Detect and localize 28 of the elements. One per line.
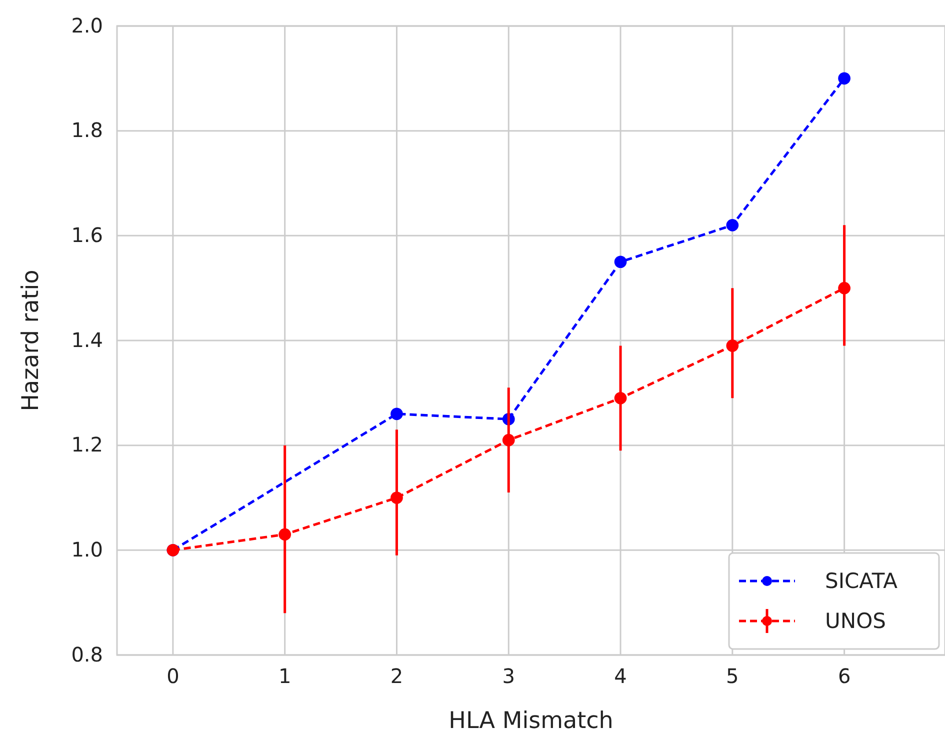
x-tick-label: 0 [166,664,180,688]
legend-label: SICATA [825,569,898,593]
y-tick-label: 1.8 [71,118,103,142]
point [726,219,739,232]
point [502,434,515,446]
x-tick-label: 3 [502,664,515,688]
y-tick-label: 1.0 [71,538,103,562]
x-tick-label: 4 [614,664,627,688]
point [614,392,627,404]
x-tick-label: 2 [390,664,404,688]
x-tick-label: 6 [838,664,851,688]
y-tick-label: 2.0 [71,13,103,38]
x-axis-title: HLA Mismatch [448,708,614,734]
point [726,340,739,352]
point [838,72,850,85]
point [390,408,403,420]
point [278,528,292,541]
legend-label: UNOS [825,609,886,633]
point [614,256,627,268]
y-tick-label: 1.6 [71,223,103,248]
x-tick-label: 5 [726,664,739,688]
y-tick-label: 1.2 [71,432,103,457]
point [838,282,850,294]
y-tick-label: 0.8 [71,642,103,666]
y-axis-title: Hazard ratio [18,270,44,412]
y-tick-label: 1.4 [71,328,103,352]
x-tick-label: 1 [278,664,292,688]
point [390,492,403,504]
